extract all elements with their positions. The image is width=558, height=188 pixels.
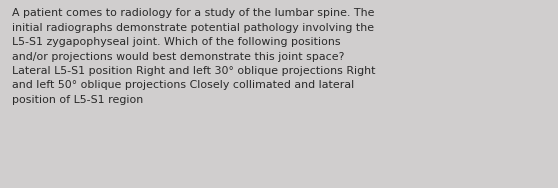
Text: A patient comes to radiology for a study of the lumbar spine. The
initial radiog: A patient comes to radiology for a study…: [12, 8, 376, 105]
